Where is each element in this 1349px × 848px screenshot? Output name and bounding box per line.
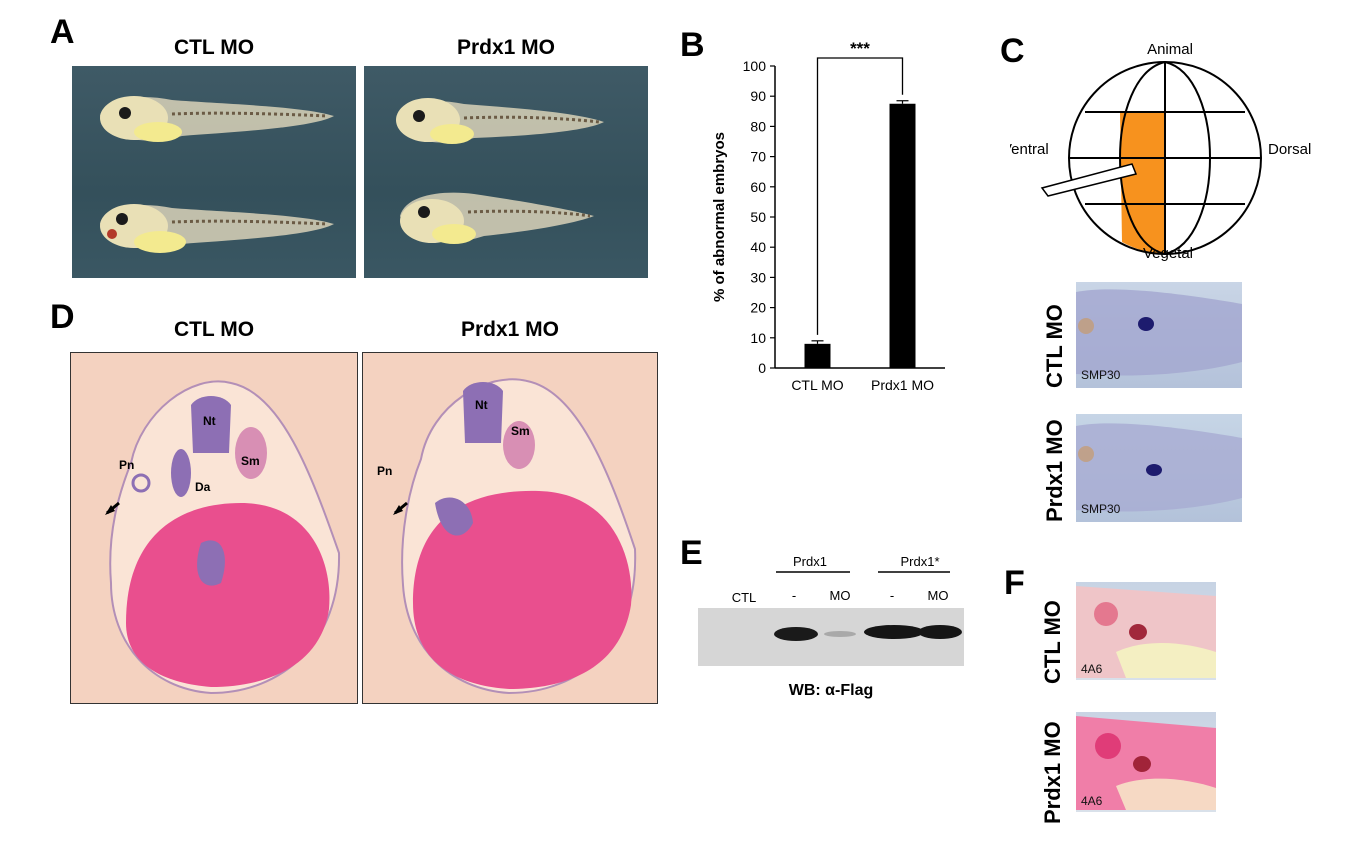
panel-d-letter: D [50,298,75,336]
significance-stars: *** [850,40,870,58]
band-prdx1-control [774,627,818,641]
pn-annotation: Pn [119,458,134,472]
panel-e-letter: E [680,534,703,572]
tadpole-bottom [100,204,334,253]
panel-d-header-prdx1: Prdx1 MO [460,318,560,341]
y-tick-label: 50 [750,209,766,225]
y-axis-label: % of abnormal embryos [711,132,728,302]
panel-c-prdx1-photo: SMP30 [1076,414,1242,522]
band-prdx1star-mo [918,625,962,639]
panel-f-row-label-ctl: CTL MO [1040,600,1065,684]
nt-annotation: Nt [203,414,216,428]
panel-f-row-label-prdx1: Prdx1 MO [1040,721,1065,824]
panel-e-western-blot: Prdx1 Prdx1* CTL - MO - MO [698,554,964,666]
lane-label-prdx1-minus: - [792,588,796,603]
group-label-prdx1-star: Prdx1* [900,554,939,569]
y-tick-label: 90 [750,88,766,104]
panel-f-prdx1-stain-label: 4A6 [1081,794,1103,808]
panel-c-ctl-stain-label: SMP30 [1081,368,1121,382]
panel-d-prdx1-section: Nt Sm Pn [362,352,658,704]
bar-2 [889,103,916,368]
sm-annotation: Sm [241,454,260,468]
panel-c-row-label-prdx1: Prdx1 MO [1042,419,1067,522]
pn-annotation: Pn [377,464,392,478]
panel-c-letter: C [1000,32,1025,70]
bar-1 [804,343,831,368]
panel-d-ctl-section: Nt Sm Pn Da [70,352,358,704]
panel-c-prdx1-stain-label: SMP30 [1081,502,1121,516]
tadpole-top [396,98,604,144]
dorsal-label: Dorsal [1268,141,1311,158]
panel-f-letter: F [1004,564,1025,602]
y-tick-label: 30 [750,269,766,285]
y-tick-label: 10 [750,330,766,346]
panel-d-header-ctl: CTL MO [173,318,255,341]
band-prdx1-mo [824,631,856,637]
panel-a-letter: A [50,13,75,51]
x-tick-label: Prdx1 MO [871,377,934,393]
injection-needle [1040,163,1138,197]
vegetal-label: Vegetal [1143,245,1193,262]
tadpole-bottom [400,192,594,244]
injection-region-highlight [1120,112,1165,254]
group-label-prdx1: Prdx1 [793,554,827,569]
significance-bracket [816,57,904,335]
band-prdx1star-control [864,625,924,639]
da-annotation: Da [195,480,211,494]
y-tick-label: 40 [750,239,766,255]
lane-label-ctl: CTL [732,590,757,605]
panel-e-caption: WB: α-Flag [788,682,874,699]
panel-a-ctl-photo [72,66,356,278]
ventral-label: Ventral [1010,141,1049,158]
panel-a-header-ctl: CTL MO [173,36,255,59]
y-tick-label: 100 [743,58,767,74]
panel-c-embryo-diagram: Animal Vegetal Ventral Dorsal [1010,41,1311,262]
y-tick-label: 70 [750,149,766,165]
nt-annotation: Nt [475,398,488,412]
panel-c-row-label-ctl: CTL MO [1042,304,1067,388]
panel-f-prdx1-photo: 4A6 [1076,712,1216,812]
panel-a-prdx1-photo [364,66,648,278]
lane-label-prdx1star-minus: - [890,588,894,603]
sm-annotation: Sm [511,424,530,438]
panel-a-header-prdx1: Prdx1 MO [456,36,556,59]
panel-b-letter: B [680,26,705,64]
blot-membrane [698,608,964,666]
panel-b-bar-chart: 0 10 20 30 40 50 60 70 80 90 100 % of abnormal embr… [711,40,945,393]
y-tick-label: 60 [750,179,766,195]
y-tick-label: 0 [758,360,766,376]
panel-f-ctl-stain-label: 4A6 [1081,662,1103,676]
y-tick-label: 80 [750,118,766,134]
lane-label-prdx1star-mo: MO [928,588,949,603]
tadpole-top [100,96,334,142]
y-tick-label: 20 [750,300,766,316]
panel-c-ctl-photo: SMP30 [1076,282,1242,388]
panel-f-ctl-photo: 4A6 [1076,582,1216,680]
lane-label-prdx1-mo: MO [830,588,851,603]
animal-label: Animal [1147,41,1193,58]
x-tick-label: CTL MO [791,377,843,393]
